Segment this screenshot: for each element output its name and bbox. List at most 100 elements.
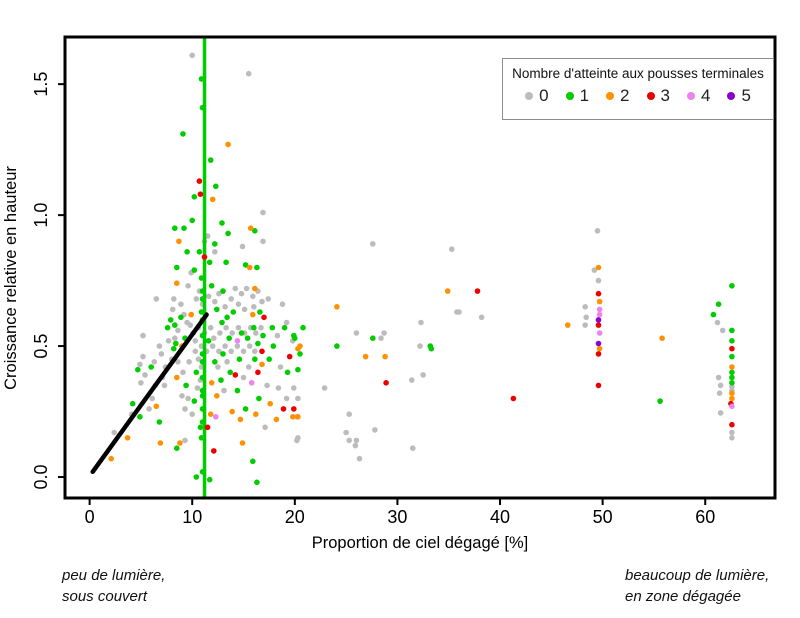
- data-point: [659, 335, 665, 342]
- data-point: [237, 416, 244, 423]
- data-point: [228, 348, 234, 355]
- data-point: [227, 369, 233, 376]
- data-point: [148, 364, 154, 370]
- data-point: [176, 238, 182, 245]
- data-point: [213, 183, 219, 190]
- data-point: [240, 374, 247, 381]
- data-point: [247, 225, 254, 231]
- data-point: [193, 474, 200, 480]
- x-axis-ticks: 0 10 20 30 40 50 60: [85, 498, 715, 527]
- data-point: [208, 283, 215, 289]
- data-point: [199, 288, 206, 294]
- data-point: [180, 369, 186, 376]
- data-point: [234, 387, 241, 394]
- data-point: [185, 395, 191, 402]
- data-point: [214, 393, 220, 399]
- data-point: [165, 338, 172, 344]
- data-point: [255, 340, 261, 347]
- data-point: [657, 398, 663, 404]
- data-point: [564, 322, 571, 328]
- data-point: [382, 353, 388, 360]
- data-point: [252, 228, 258, 234]
- data-point: [583, 314, 589, 321]
- data-point: [192, 348, 199, 355]
- data-point: [161, 382, 168, 389]
- data-point: [222, 343, 228, 349]
- annotation-right-line2: en zone dégagée: [625, 588, 741, 605]
- data-point: [238, 290, 245, 297]
- data-point: [258, 324, 264, 331]
- data-point: [191, 398, 198, 404]
- data-point: [729, 283, 735, 289]
- data-point: [157, 440, 164, 446]
- data-point: [140, 353, 146, 360]
- data-point: [420, 372, 426, 378]
- data-point: [729, 395, 735, 402]
- data-point: [290, 414, 296, 420]
- data-point: [220, 351, 226, 357]
- data-point: [444, 288, 451, 294]
- x-tick-label: 0: [85, 507, 95, 527]
- data-point: [209, 196, 216, 203]
- data-point: [353, 330, 360, 336]
- data-point: [129, 400, 136, 407]
- data-point: [191, 267, 198, 273]
- data-point: [174, 264, 180, 271]
- data-point: [189, 217, 195, 224]
- legend-dot-icon: [646, 92, 655, 100]
- data-point: [192, 338, 199, 344]
- legend-item-label: 2: [620, 86, 630, 105]
- data-point: [188, 311, 194, 318]
- data-point: [198, 309, 205, 315]
- legend-item-3: 3: [646, 86, 670, 106]
- legend-dot-icon: [686, 92, 695, 100]
- data-point: [295, 345, 301, 352]
- data-point: [245, 364, 252, 370]
- plot-border: [63, 35, 777, 500]
- data-point: [223, 324, 229, 331]
- data-point: [596, 345, 603, 352]
- data-point: [595, 277, 602, 284]
- data-point: [241, 306, 248, 313]
- data-point: [239, 440, 246, 446]
- data-point: [216, 290, 222, 297]
- data-point: [212, 241, 218, 247]
- data-point: [300, 324, 306, 331]
- data-point: [199, 332, 206, 339]
- data-point: [140, 332, 146, 339]
- data-point: [226, 335, 232, 342]
- data-point: [175, 327, 181, 334]
- data-point: [269, 324, 276, 331]
- data-point: [215, 364, 221, 370]
- data-point: [191, 194, 198, 200]
- x-tick-label: 50: [593, 507, 613, 527]
- data-point: [185, 283, 191, 289]
- legend-item-label: 5: [741, 86, 751, 105]
- data-point: [474, 288, 481, 294]
- data-point: [260, 332, 266, 339]
- data-point: [171, 296, 177, 302]
- data-point: [209, 343, 216, 349]
- data-point: [295, 435, 301, 441]
- data-point: [228, 296, 234, 302]
- data-point: [229, 330, 235, 336]
- x-tick-label: 10: [182, 507, 202, 527]
- data-point: [283, 395, 290, 402]
- data-point: [714, 319, 721, 326]
- y-axis-ticks: 0.0 0.5 1.0 1.5: [31, 72, 65, 490]
- data-point: [274, 332, 281, 339]
- data-point: [259, 348, 265, 355]
- data-point: [275, 385, 282, 391]
- data-point: [250, 458, 256, 465]
- data-point: [182, 437, 188, 444]
- data-point: [216, 348, 222, 355]
- data-point: [223, 259, 229, 266]
- data-point: [250, 293, 256, 300]
- legend-item-2: 2: [606, 86, 630, 106]
- data-point: [370, 335, 376, 342]
- legend-item-1: 1: [565, 86, 589, 106]
- data-point: [334, 343, 340, 349]
- annotation-right: beaucoup de lumière, en zone dégagée: [625, 565, 769, 607]
